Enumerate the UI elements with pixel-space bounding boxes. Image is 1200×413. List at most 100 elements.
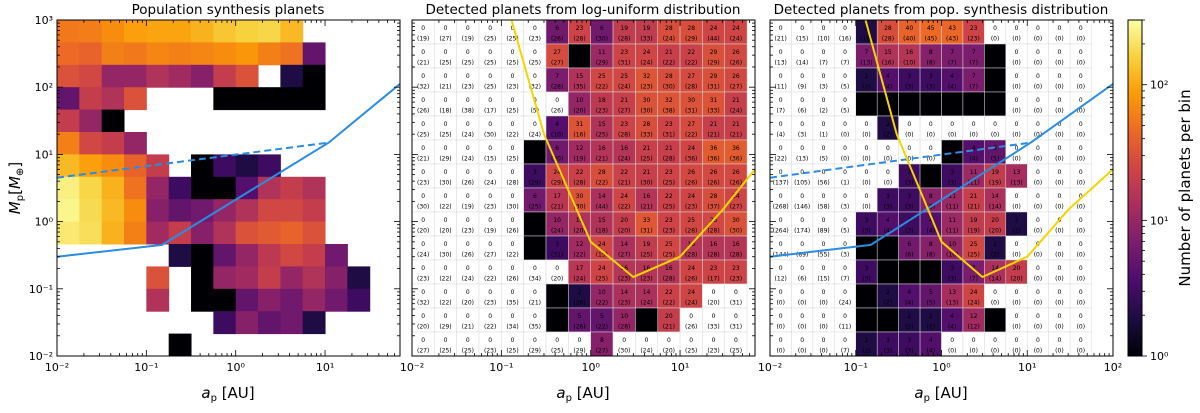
cell-detected-count: 0 xyxy=(779,97,783,104)
heatmap-cell xyxy=(302,311,326,335)
panel-frame xyxy=(56,19,401,357)
cell-total-count: (29) xyxy=(707,60,719,67)
cell-total-count: (9) xyxy=(798,84,807,91)
cell-total-count: (1) xyxy=(969,108,978,115)
cell-detected-count: 2 xyxy=(929,313,933,320)
cell-detected-count: 0 xyxy=(466,145,470,152)
cell-total-count: (6) xyxy=(798,108,807,115)
cell-total-count: (0) xyxy=(1012,60,1021,67)
cell-detected-count: 0 xyxy=(843,313,847,320)
cell-detected-count: 22 xyxy=(665,193,673,200)
cell-total-count: (2) xyxy=(927,324,936,331)
cell-detected-count: 21 xyxy=(665,145,673,152)
cell-total-count: (20) xyxy=(551,276,563,283)
x-tick-label: 10⁰ xyxy=(932,361,951,374)
heatmap-cell xyxy=(325,288,348,312)
cell-total-count: (22) xyxy=(663,60,675,67)
cell-total-count: (36) xyxy=(707,156,719,163)
cell-detected-count: 1 xyxy=(993,97,997,104)
heatmap-cell xyxy=(213,42,237,66)
heatmap-cell xyxy=(168,243,192,267)
cell-detected-count: 0 xyxy=(488,337,492,344)
cell-detected-count: 3 xyxy=(950,265,954,272)
cell-detected-count: 45 xyxy=(927,25,935,32)
cell-total-count: (4) xyxy=(927,228,936,235)
cell-detected-count: 0 xyxy=(1079,73,1083,80)
cell-total-count: (27) xyxy=(618,108,630,115)
cell-detected-count: 0 xyxy=(511,289,515,296)
cell-total-count: (29) xyxy=(439,156,451,163)
cell-detected-count: 0 xyxy=(511,73,515,80)
cell-detected-count: 28 xyxy=(598,169,606,176)
cell-detected-count: 16 xyxy=(620,145,628,152)
cell-detected-count: 1 xyxy=(886,313,890,320)
cell-total-count: (20) xyxy=(989,228,1001,235)
cell-total-count: (0) xyxy=(841,132,850,139)
cell-total-count: (25) xyxy=(439,60,451,67)
cell-detected-count: 4 xyxy=(929,337,933,344)
cell-total-count: (0) xyxy=(798,324,807,331)
cell-total-count: (35) xyxy=(529,324,541,331)
cell-total-count: (22) xyxy=(529,228,541,235)
cell-total-count: (22) xyxy=(439,300,451,307)
cell-detected-count: 0 xyxy=(1036,25,1040,32)
cell-total-count: (22) xyxy=(439,276,451,283)
y-tick-label: 10⁻¹ xyxy=(29,283,53,296)
cell-detected-count: 0 xyxy=(466,193,470,200)
cell-detected-count: 0 xyxy=(800,121,804,128)
panel-3-lines xyxy=(770,20,1113,279)
cell-total-count: (0) xyxy=(1012,324,1021,331)
cell-detected-count: 0 xyxy=(1057,49,1061,56)
cell-total-count: (19) xyxy=(484,228,496,235)
cell-total-count: (15) xyxy=(817,276,829,283)
cell-detected-count: 32 xyxy=(643,73,651,80)
cell-total-count: (2) xyxy=(862,84,871,91)
cell-detected-count: 0 xyxy=(929,145,933,152)
cell-total-count: (0) xyxy=(1077,276,1086,283)
cell-total-count: (89) xyxy=(817,228,829,235)
cell-total-count: (31) xyxy=(663,132,675,139)
cell-total-count: (7) xyxy=(969,84,978,91)
heatmap-cell xyxy=(258,154,281,178)
cell-detected-count: 10 xyxy=(598,289,606,296)
cell-detected-count: 0 xyxy=(689,313,693,320)
heatmap-cell xyxy=(347,288,371,312)
heatmap-cell xyxy=(258,311,281,335)
panel-2-xlabel: ap [AU] xyxy=(556,384,609,404)
cell-detected-count: 21 xyxy=(643,169,651,176)
cell-detected-count: 0 xyxy=(822,337,826,344)
cell-total-count: (26) xyxy=(573,324,585,331)
heatmap-cell xyxy=(280,42,304,66)
cell-total-count: (0) xyxy=(1034,156,1043,163)
cell-detected-count: 28 xyxy=(687,25,695,32)
cell-total-count: (18) xyxy=(439,108,451,115)
cell-total-count: (26) xyxy=(685,276,697,283)
heatmap-cell xyxy=(101,132,125,155)
heatmap-cell xyxy=(79,20,103,43)
cell-detected-count: 0 xyxy=(1079,193,1083,200)
cell-detected-count: 0 xyxy=(1079,241,1083,248)
cell-total-count: (14) xyxy=(989,276,1001,283)
panel-2-heatmap: 0(19)0(27)0(19)0(25)0(25)0(23)6(26)23(28… xyxy=(412,20,748,356)
cell-detected-count: 24 xyxy=(643,49,651,56)
cell-total-count: (24) xyxy=(551,228,563,235)
cell-total-count: (6) xyxy=(905,252,914,259)
panel-2-title: Detected planets from log-uniform distri… xyxy=(426,2,741,18)
cell-total-count: (28) xyxy=(663,156,675,163)
cell-detected-count: 0 xyxy=(466,313,470,320)
y-tick-label: 10³ xyxy=(35,14,53,27)
heatmap-cell xyxy=(191,243,214,267)
cell-total-count: (1) xyxy=(862,300,871,307)
cell-total-count: (20) xyxy=(462,300,474,307)
cell-total-count: (21) xyxy=(730,132,742,139)
cell-total-count: (8) xyxy=(927,252,936,259)
cell-detected-count: 0 xyxy=(712,313,716,320)
cell-total-count: (13) xyxy=(946,300,958,307)
cell-detected-count: 26 xyxy=(732,169,740,176)
cell-detected-count: 0 xyxy=(421,73,425,80)
cell-total-count: (1) xyxy=(991,60,1000,67)
cell-total-count: (1) xyxy=(905,276,914,283)
cell-total-count: (0) xyxy=(1034,132,1043,139)
cell-total-count: (26) xyxy=(730,180,742,187)
cell-total-count: (1) xyxy=(927,276,936,283)
